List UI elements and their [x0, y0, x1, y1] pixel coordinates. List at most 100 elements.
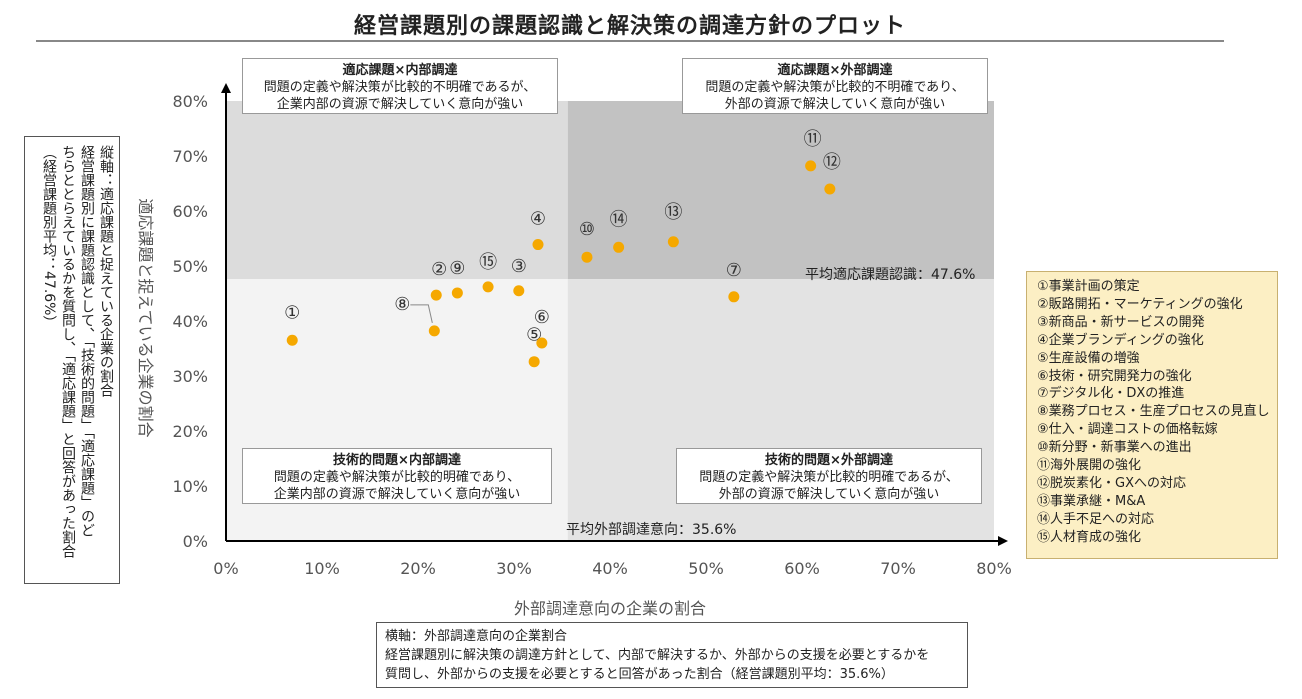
quadrant-label-top-left: 適応課題×内部調達 問題の定義や解決策が比較的不明確であるが、 企業内部の資源で… — [242, 58, 558, 114]
data-point-label: ③ — [511, 256, 527, 277]
y-tick-label: 50% — [172, 257, 208, 276]
data-point-label: ⑫ — [823, 152, 841, 173]
y-tick-label: 10% — [172, 477, 208, 496]
quadrant-desc-line: 企業内部の資源で解決していく意向が強い — [276, 97, 524, 112]
quadrant-heading: 適応課題×外部調達 — [777, 63, 893, 78]
y-tick-label: 70% — [172, 147, 208, 166]
title-divider — [36, 40, 1224, 42]
x-tick-label: 50% — [688, 559, 724, 578]
legend-item: ①事業計画の策定 — [1037, 279, 1140, 294]
legend-item: ⑥技術・研究開発力の強化 — [1037, 368, 1192, 384]
avg-x-label: 平均外部調達意向：35.6% — [566, 521, 736, 538]
quadrant-label-bottom-right: 技術的問題×外部調達 問題の定義や解決策が比較的明確であるが、 外部の資源で解決… — [676, 448, 982, 504]
data-point-label: ⑪ — [804, 129, 822, 150]
quadrant-heading: 適応課題×内部調達 — [342, 63, 458, 78]
x-tick-label: 60% — [784, 559, 820, 578]
quadrant-label-top-right: 適応課題×外部調達 問題の定義や解決策が比較的不明確であり、 外部の資源で解決し… — [682, 58, 988, 114]
legend-item: ⑬事業承継・M&A — [1037, 493, 1146, 509]
note-line: ちらととらえているかを質問し、「適応課題」と回答があった割合 — [60, 145, 76, 558]
x-tick-label: 30% — [496, 559, 532, 578]
y-tick-label: 20% — [172, 422, 208, 441]
y-tick-label: 40% — [172, 312, 208, 331]
data-point — [430, 289, 442, 301]
data-point — [667, 236, 679, 248]
data-point — [482, 281, 494, 293]
data-point-label: ④ — [530, 209, 546, 230]
data-point — [428, 325, 440, 337]
data-point — [805, 160, 817, 172]
x-tick-label: 10% — [304, 559, 340, 578]
data-point-label: ② — [431, 259, 447, 280]
y-axis-arrow-icon — [221, 83, 231, 93]
data-point-label: ⑭ — [610, 209, 628, 230]
quadrant-heading: 技術的問題×内部調達 — [333, 453, 461, 468]
legend: ①事業計画の策定 ②販路開拓・マーケティングの強化 ③新商品・新サービスの開発 ④企業… — [1026, 271, 1278, 559]
legend-item: ⑩新分野・新事業への進出 — [1037, 440, 1192, 456]
data-point-label: ⑦ — [726, 260, 742, 281]
note-line: 質問し、外部からの支援を必要とすると回答があった割合（経営課題別平均：35.6%… — [385, 667, 894, 682]
page-title: 経営課題別の課題認識と解決策の調達方針のプロット — [353, 14, 906, 39]
data-point-label: ⑩ — [579, 219, 595, 240]
vertical-axis-note: 縦軸：適応課題と捉えている企業の割合 経営課題別に課題認識として、「技術的問題」… — [24, 136, 120, 584]
data-point — [536, 337, 548, 349]
quadrant-label-bottom-left: 技術的問題×内部調達 問題の定義や解決策が比較的明確であり、 企業内部の資源で解… — [242, 448, 552, 504]
note-line: 経営課題別に課題認識として、「技術的問題」「適応課題」のど — [79, 145, 95, 537]
data-point-label: ⑧ — [394, 294, 410, 315]
x-axis-arrow-icon — [998, 536, 1008, 546]
quadrant-heading: 技術的問題×外部調達 — [765, 453, 893, 468]
y-tick-label: 80% — [172, 92, 208, 111]
data-point — [824, 183, 836, 195]
quadrant-desc-line: 問題の定義や解決策が比較的明確であり、 — [273, 470, 521, 485]
legend-item: ⑭人手不足への対応 — [1037, 511, 1155, 527]
y-tick-label: 60% — [172, 202, 208, 221]
quadrant-desc-line: 外部の資源で解決していく意向が強い — [718, 487, 940, 502]
avg-y-label: 平均適応課題認識：47.6% — [805, 266, 975, 283]
data-point-label: ⑬ — [664, 202, 682, 223]
x-tick-label: 20% — [400, 559, 436, 578]
y-tick-label: 0% — [183, 532, 208, 551]
legend-item: ⑦デジタル化・DXの推進 — [1037, 386, 1185, 402]
legend-item: ②販路開拓・マーケティングの強化 — [1037, 296, 1243, 312]
quadrant-desc-line: 企業内部の資源で解決していく意向が強い — [273, 487, 521, 502]
note-line: 縦軸：適応課題と捉えている企業の割合 — [98, 145, 114, 397]
x-axis-label: 外部調達意向の企業の割合 — [514, 599, 706, 618]
data-point — [613, 241, 625, 253]
data-point — [532, 239, 544, 251]
quadrant-desc-line: 問題の定義や解決策が比較的明確であるが、 — [699, 470, 959, 485]
legend-item: ⑤生産設備の増強 — [1037, 350, 1140, 366]
data-point — [513, 285, 525, 297]
legend-item: ⑫脱炭素化・GXへの対応 — [1037, 475, 1186, 491]
data-point — [581, 251, 593, 263]
data-point — [451, 287, 463, 299]
data-point-label: ⑮ — [479, 252, 497, 273]
note-line: 経営課題別に解決策の調達方針として、内部で解決するか、外部からの支援を必要とする… — [385, 648, 930, 663]
x-tick-label: 0% — [213, 559, 238, 578]
quadrant-bg-top-left — [226, 101, 568, 280]
data-point — [286, 334, 298, 346]
y-tick-label: 30% — [172, 367, 208, 386]
quadrant-desc-line: 問題の定義や解決策が比較的不明確であり、 — [705, 80, 965, 95]
x-tick-label: 70% — [880, 559, 916, 578]
data-point — [728, 291, 740, 303]
data-point-label: ⑥ — [534, 307, 550, 328]
legend-item: ⑧業務プロセス・生産プロセスの見直し — [1037, 404, 1270, 420]
horizontal-axis-note: 横軸：外部調達意向の企業割合 経営課題別に解決策の調達方針として、内部で解決する… — [376, 622, 968, 688]
legend-item: ⑨仕入・調達コストの価格転嫁 — [1037, 422, 1218, 438]
y-axis-label: 適応課題と捉えている企業の割合 — [136, 198, 155, 437]
data-point-label: ⑨ — [449, 258, 465, 279]
legend-item: ⑪海外展開の強化 — [1037, 458, 1142, 474]
quadrant-desc-line: 問題の定義や解決策が比較的不明確であるが、 — [263, 80, 537, 95]
quadrant-desc-line: 外部の資源で解決していく意向が強い — [724, 97, 946, 112]
x-tick-label: 40% — [592, 559, 628, 578]
quadrant-bg-top-right — [567, 101, 994, 280]
data-point — [528, 356, 540, 368]
legend-item: ③新商品・新サービスの開発 — [1037, 314, 1205, 330]
x-tick-label: 80% — [976, 559, 1012, 578]
legend-item: ⑮人材育成の強化 — [1037, 529, 1142, 545]
note-line: （経営課題別平均：47.6%） — [41, 145, 57, 330]
legend-item: ④企業ブランディングの強化 — [1037, 332, 1204, 348]
data-point-label: ① — [284, 302, 300, 323]
axes: 0% 10% 20% 30% 40% 50% 60% 70% 80% 0% 10% 20% 30% 40%… — [172, 83, 1012, 578]
point-leader-line — [410, 304, 433, 324]
